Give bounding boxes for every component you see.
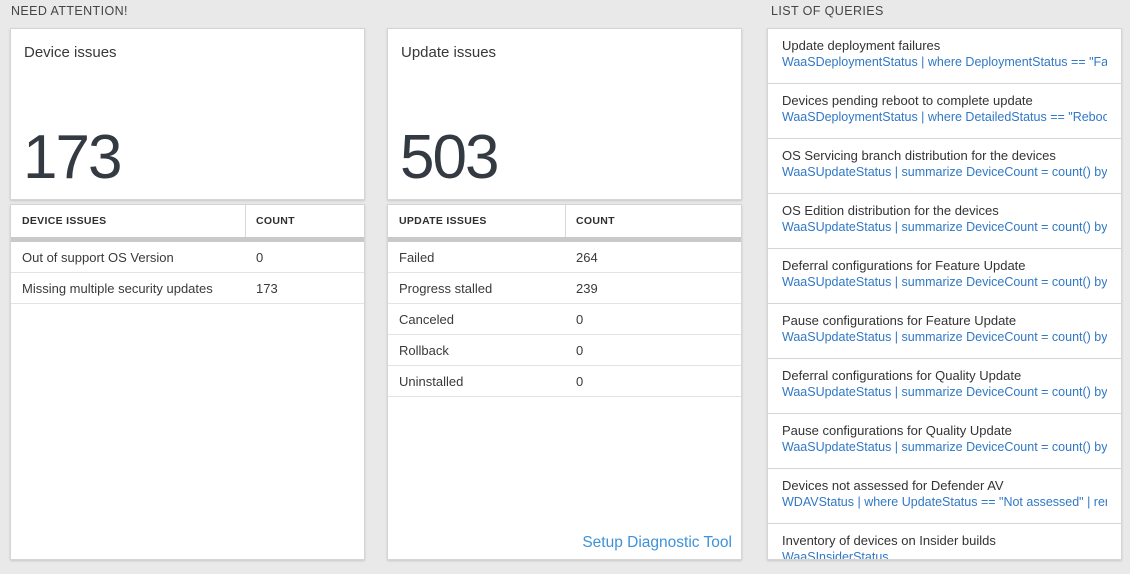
table-header-divider-bar <box>388 237 741 242</box>
query-list-item[interactable]: OS Edition distribution for the devices … <box>768 194 1121 249</box>
query-text: WaaSUpdateStatus | summarize DeviceCount… <box>782 440 1107 454</box>
update-issues-column-header: UPDATE ISSUES <box>388 205 566 237</box>
query-list-item[interactable]: Deferral configurations for Feature Upda… <box>768 249 1121 304</box>
update-issues-column: Update issues 503 UPDATE ISSUES COUNT Fa… <box>387 28 742 560</box>
table-row[interactable]: Canceled 0 <box>388 304 741 335</box>
query-title: Pause configurations for Feature Update <box>782 313 1017 328</box>
device-issues-count-value: 173 <box>23 123 122 192</box>
query-text: WaaSInsiderStatus <box>782 550 889 559</box>
query-text: WaaSUpdateStatus | summarize DeviceCount… <box>782 330 1107 344</box>
update-issues-table-header: UPDATE ISSUES COUNT <box>388 205 741 237</box>
query-list-item[interactable]: Pause configurations for Feature Update … <box>768 304 1121 359</box>
device-issues-card-title: Device issues <box>24 44 117 61</box>
update-issues-table: UPDATE ISSUES COUNT Failed 264 Progress … <box>387 204 742 560</box>
issue-name: Canceled <box>399 311 454 327</box>
issue-count: 264 <box>576 249 598 265</box>
query-list-item[interactable]: OS Servicing branch distribution for the… <box>768 139 1121 194</box>
table-row[interactable]: Out of support OS Version 0 <box>11 242 364 273</box>
issue-name: Missing multiple security updates <box>22 280 213 296</box>
query-title: Deferral configurations for Quality Upda… <box>782 368 1022 383</box>
query-title: OS Edition distribution for the devices <box>782 203 999 218</box>
query-list-item[interactable]: Update deployment failures WaaSDeploymen… <box>768 29 1121 84</box>
query-list-item[interactable]: Devices pending reboot to complete updat… <box>768 84 1121 139</box>
count-column-header: COUNT <box>576 215 615 227</box>
device-issues-column: Device issues 173 DEVICE ISSUES COUNT Ou… <box>10 28 365 560</box>
issue-count: 0 <box>576 342 584 358</box>
table-header-divider-bar <box>11 237 364 242</box>
query-list-panel: Update deployment failures WaaSDeploymen… <box>767 28 1122 560</box>
table-row[interactable]: Failed 264 <box>388 242 741 273</box>
update-issues-card[interactable]: Update issues 503 <box>387 28 742 200</box>
issue-name: Out of support OS Version <box>22 249 174 265</box>
issue-count: 0 <box>576 311 584 327</box>
device-issues-card[interactable]: Device issues 173 <box>10 28 365 200</box>
issue-name: Rollback <box>399 342 449 358</box>
query-list-item[interactable]: Devices not assessed for Defender AV WDA… <box>768 469 1121 524</box>
query-text: WaaSDeploymentStatus | where DeploymentS… <box>782 55 1107 69</box>
query-list-item[interactable]: Inventory of devices on Insider builds W… <box>768 524 1121 559</box>
query-text: WaaSDeploymentStatus | where DetailedSta… <box>782 110 1107 124</box>
list-of-queries-header: LIST OF QUERIES <box>771 4 884 18</box>
query-list-item[interactable]: Pause configurations for Quality Update … <box>768 414 1121 469</box>
device-issues-table-header: DEVICE ISSUES COUNT <box>11 205 364 237</box>
table-row[interactable]: Rollback 0 <box>388 335 741 366</box>
query-text: WaaSUpdateStatus | summarize DeviceCount… <box>782 220 1107 234</box>
setup-diagnostic-tool-link[interactable]: Setup Diagnostic Tool <box>582 534 732 551</box>
query-title: Devices not assessed for Defender AV <box>782 478 1004 493</box>
query-text: WaaSUpdateStatus | summarize DeviceCount… <box>782 385 1107 399</box>
count-column-header: COUNT <box>256 215 295 227</box>
query-title: OS Servicing branch distribution for the… <box>782 148 1056 163</box>
query-text: WaaSUpdateStatus | summarize DeviceCount… <box>782 275 1107 289</box>
query-title: Pause configurations for Quality Update <box>782 423 1012 438</box>
query-title: Inventory of devices on Insider builds <box>782 533 996 548</box>
query-title: Devices pending reboot to complete updat… <box>782 93 1033 108</box>
issue-name: Uninstalled <box>399 373 464 389</box>
update-issues-card-title: Update issues <box>401 44 497 61</box>
query-list-item[interactable]: Deferral configurations for Quality Upda… <box>768 359 1121 414</box>
table-row[interactable]: Progress stalled 239 <box>388 273 741 304</box>
issue-count: 0 <box>256 249 264 265</box>
issue-count: 239 <box>576 280 598 296</box>
table-empty-space <box>388 397 741 534</box>
issue-name: Progress stalled <box>399 280 493 296</box>
table-row[interactable]: Uninstalled 0 <box>388 366 741 397</box>
update-issues-count-value: 503 <box>400 123 499 192</box>
query-text: WDAVStatus | where UpdateStatus == "Not … <box>782 495 1107 509</box>
need-attention-header: NEED ATTENTION! <box>11 4 128 18</box>
issue-count: 0 <box>576 373 584 389</box>
issue-name: Failed <box>399 249 435 265</box>
table-row[interactable]: Missing multiple security updates 173 <box>11 273 364 304</box>
device-issues-column-header: DEVICE ISSUES <box>11 205 246 237</box>
issue-count: 173 <box>256 280 278 296</box>
query-text: WaaSUpdateStatus | summarize DeviceCount… <box>782 165 1107 179</box>
device-issues-table: DEVICE ISSUES COUNT Out of support OS Ve… <box>10 204 365 560</box>
query-title: Update deployment failures <box>782 38 941 53</box>
query-title: Deferral configurations for Feature Upda… <box>782 258 1026 273</box>
